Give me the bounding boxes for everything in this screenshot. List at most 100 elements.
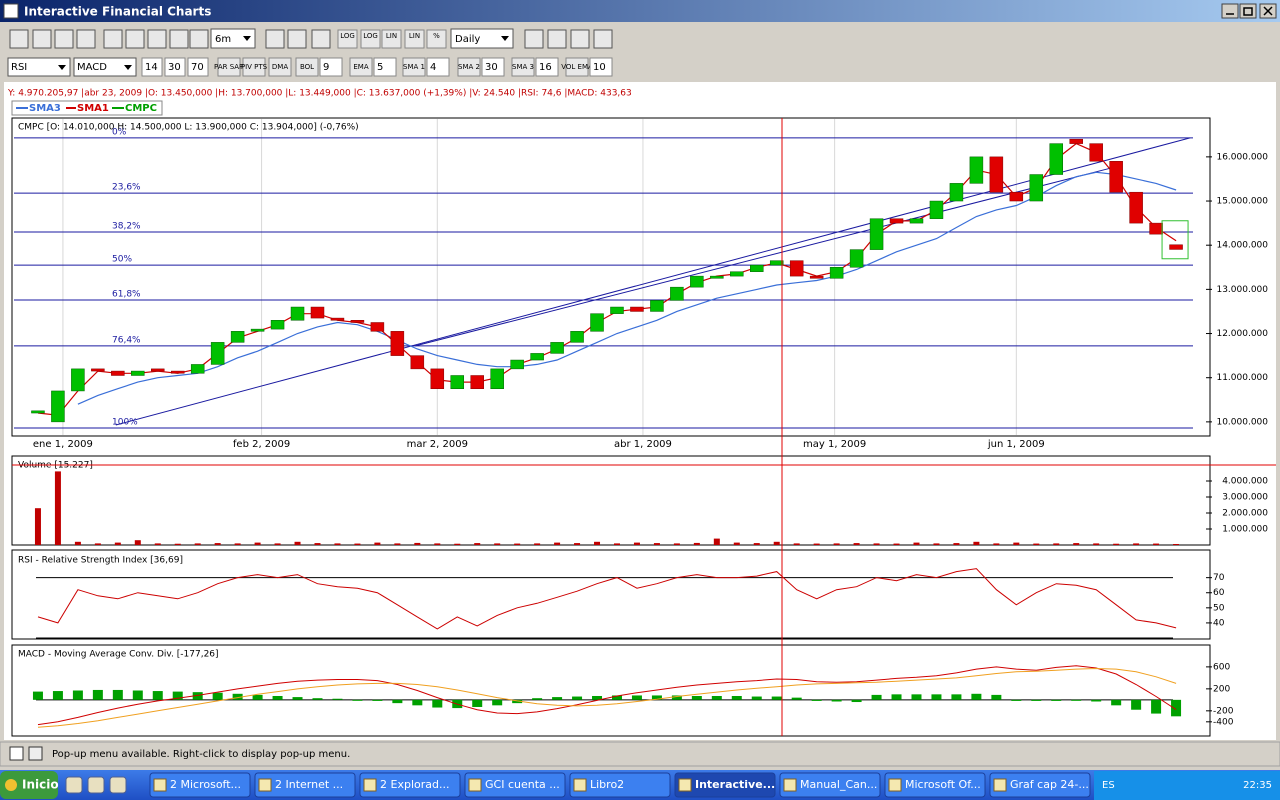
- overlay-button[interactable]: [349, 57, 373, 77]
- quick-launch-icon[interactable]: [109, 776, 127, 794]
- tool-button[interactable]: [125, 29, 145, 49]
- indicator-select[interactable]: [73, 57, 137, 77]
- tool-button[interactable]: [287, 29, 307, 49]
- y-tick-label: 16.000.000: [1216, 152, 1268, 162]
- y-tick-label: 1.000.000: [1222, 525, 1268, 535]
- histogram-bar: [911, 694, 922, 700]
- status-icon[interactable]: [28, 746, 43, 761]
- histogram-bar: [52, 691, 63, 700]
- overlay-button[interactable]: [565, 57, 589, 77]
- status-icon[interactable]: [9, 746, 24, 761]
- candle: [1049, 143, 1064, 175]
- histogram-bar: [392, 699, 403, 704]
- tool-button[interactable]: [54, 29, 74, 49]
- tool-button[interactable]: [76, 29, 96, 49]
- interval-select[interactable]: [450, 28, 514, 49]
- volume-bar: [833, 543, 840, 545]
- tool-button[interactable]: [311, 29, 331, 49]
- taskbar-label: Microsoft Of...: [905, 778, 981, 791]
- trendline: [115, 137, 1191, 426]
- y-tick-label: 14.000.000: [1216, 241, 1268, 251]
- volume-bar: [953, 543, 960, 545]
- tool-button[interactable]: [524, 29, 544, 49]
- param-input[interactable]: [319, 57, 343, 77]
- volume-bar: [534, 543, 541, 545]
- overlay-button[interactable]: [268, 57, 292, 77]
- y-tick-label: -200: [1213, 706, 1234, 716]
- maximize-button[interactable]: [1239, 3, 1257, 19]
- param-input[interactable]: [141, 57, 163, 77]
- period-select[interactable]: [210, 28, 256, 49]
- toolbar: 6m Daily LOG LOG LIN LIN%: [2, 25, 1278, 53]
- param-input[interactable]: [164, 57, 186, 77]
- overlay-button[interactable]: [511, 57, 535, 77]
- minimize-button[interactable]: [1221, 3, 1239, 19]
- x-tick-label: jun 1, 2009: [987, 439, 1045, 450]
- histogram-bar: [931, 694, 942, 700]
- param-input[interactable]: [481, 57, 505, 77]
- taskbar-button[interactable]: [359, 772, 461, 798]
- status-text: Pop-up menu available. Right-click to di…: [52, 749, 350, 760]
- overlay-button[interactable]: [402, 57, 426, 77]
- tool-button[interactable]: [593, 29, 613, 49]
- scale-button[interactable]: [360, 29, 381, 49]
- scale-button[interactable]: [337, 29, 358, 49]
- tool-button[interactable]: [9, 29, 29, 49]
- scale-button[interactable]: [426, 29, 447, 49]
- candle: [809, 275, 824, 279]
- tool-button[interactable]: [189, 29, 209, 49]
- scale-label: LIN: [409, 32, 420, 40]
- overlay-label: DMA: [272, 63, 288, 71]
- overlay-button[interactable]: [295, 57, 319, 77]
- tool-button[interactable]: [547, 29, 567, 49]
- scale-label: LIN: [386, 32, 397, 40]
- tool-button[interactable]: [32, 29, 52, 49]
- candle: [1009, 191, 1024, 202]
- histogram-bar: [272, 695, 283, 700]
- param-input[interactable]: [535, 57, 559, 77]
- indicator-select[interactable]: [7, 57, 71, 77]
- tool-button[interactable]: [147, 29, 167, 49]
- volume-bar: [554, 542, 561, 545]
- fib-label: 23,6%: [112, 183, 141, 193]
- taskbar-button[interactable]: [779, 772, 881, 798]
- taskbar-button[interactable]: [569, 772, 671, 798]
- param-input[interactable]: [373, 57, 397, 77]
- taskbar-button[interactable]: [884, 772, 986, 798]
- candle: [750, 264, 764, 272]
- overlay-button[interactable]: [242, 57, 266, 77]
- volume-bar: [334, 543, 341, 545]
- volume-bar: [893, 543, 900, 545]
- start-button[interactable]: [0, 771, 58, 799]
- overlay-button[interactable]: [457, 57, 481, 77]
- fib-label: 38,2%: [112, 221, 141, 231]
- volume-bar: [733, 542, 740, 545]
- scale-button[interactable]: [381, 29, 402, 49]
- taskbar-button[interactable]: [674, 772, 776, 798]
- taskbar-label: 2 Internet ...: [275, 778, 343, 791]
- quick-launch-icon[interactable]: [65, 776, 83, 794]
- scale-button[interactable]: [404, 29, 425, 49]
- volume-bar: [234, 543, 241, 545]
- taskbar-button[interactable]: [464, 772, 566, 798]
- taskbar-button[interactable]: [254, 772, 356, 798]
- param-input[interactable]: [589, 57, 613, 77]
- candle: [370, 322, 385, 332]
- taskbar-button[interactable]: [989, 772, 1091, 798]
- param-input[interactable]: [426, 57, 450, 77]
- tool-button[interactable]: [265, 29, 285, 49]
- y-tick-label: 13.000.000: [1216, 285, 1268, 295]
- taskbar-button[interactable]: [149, 772, 251, 798]
- histogram-bar: [172, 691, 183, 700]
- taskbar-label: GCI cuenta ...: [485, 778, 560, 791]
- candle: [170, 370, 185, 374]
- candle: [510, 359, 524, 370]
- param-input[interactable]: [187, 57, 209, 77]
- overlay-button[interactable]: [217, 57, 241, 77]
- tool-button[interactable]: [103, 29, 123, 49]
- tool-button[interactable]: [169, 29, 189, 49]
- quick-launch-icon[interactable]: [87, 776, 105, 794]
- taskbar-label: 2 Microsoft...: [170, 778, 241, 791]
- volume-bar: [653, 543, 660, 545]
- tool-button[interactable]: [570, 29, 590, 49]
